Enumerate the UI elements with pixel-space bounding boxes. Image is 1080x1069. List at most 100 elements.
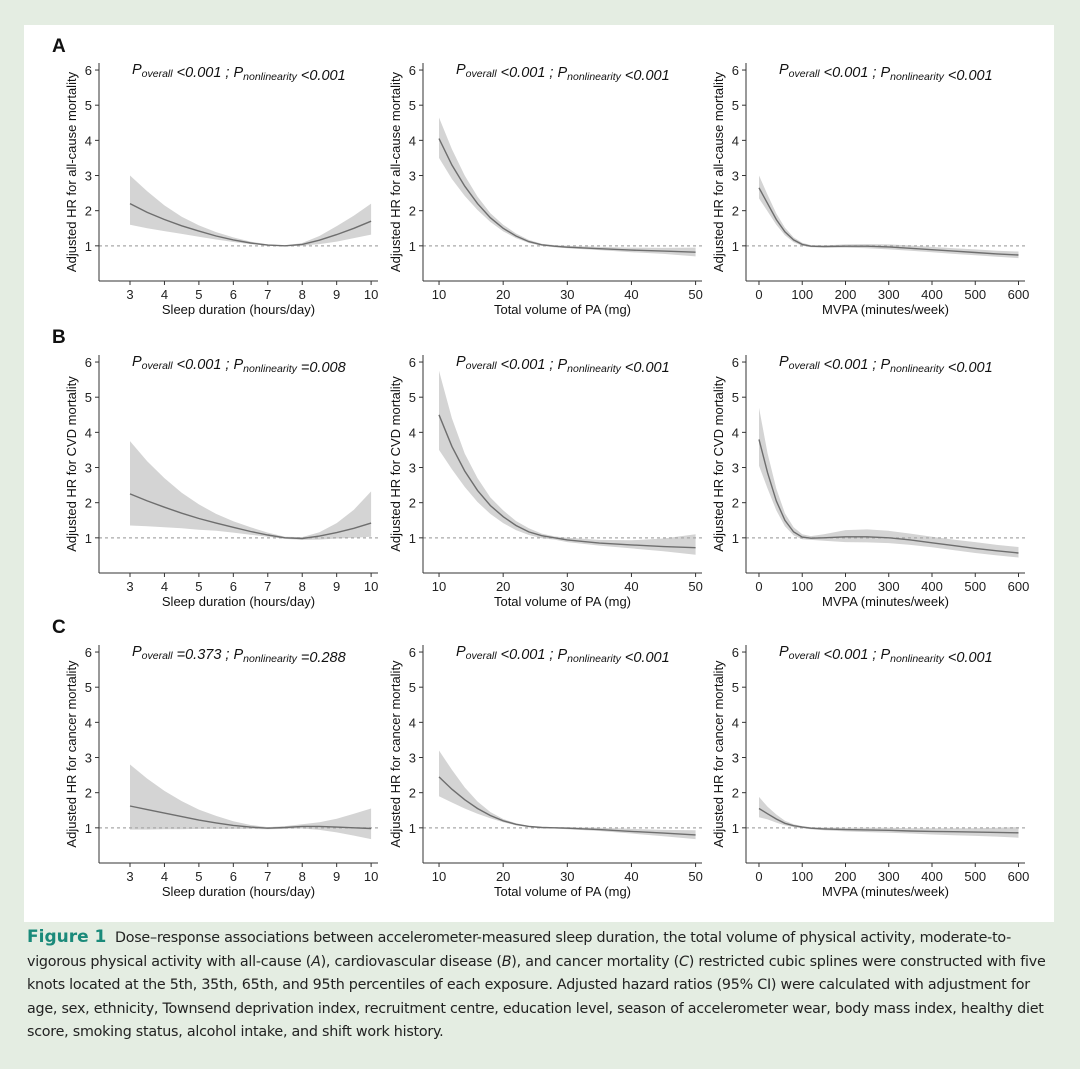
p-value-subscript: overall [466,650,498,662]
y-tick-label: 3 [409,169,416,184]
p-value-text: <0.001 ; [820,65,881,81]
p-value-subscript: nonlinearity [243,363,297,375]
y-tick-label: 4 [85,133,92,148]
p-value-text: <0.001 ; [820,357,881,373]
y-tick-label: 2 [85,786,92,801]
p-value-text: P [779,62,789,78]
confidence-band [439,117,696,257]
chart-panel-b-2: 1 2 3 4 5 6 10 20 30 40 50 Total volume of PA (mg) A… [388,354,703,609]
y-tick-label: 5 [409,680,416,695]
y-axis-title: Adjusted HR for cancer mortality [64,660,79,848]
y-tick-label: 1 [409,821,416,836]
y-tick-label: 3 [732,751,739,766]
chart-panel-c-2: 1 2 3 4 5 6 10 20 30 40 50 Total volume of PA (mg) A… [388,644,703,899]
x-tick-label: 7 [264,869,271,884]
y-tick-label: 1 [85,821,92,836]
y-tick-label: 1 [85,239,92,254]
p-value-subscript: overall [142,68,174,80]
x-tick-label: 100 [791,287,813,302]
chart-panel-a-2: 1 2 3 4 5 6 10 20 30 40 50 Total volume of PA (mg) A… [388,62,703,317]
y-tick-label: 1 [732,531,739,546]
y-axis-title: Adjusted HR for CVD mortality [64,376,79,552]
hr-series-line [438,138,696,253]
p-value-text: P [233,647,243,663]
p-value-text: <0.001 [944,68,993,84]
y-tick-label: 2 [409,786,416,801]
hr-series-line [129,202,372,247]
caption-text-2: ), cardiovascular disease ( [320,953,502,970]
p-value-subscript: nonlinearity [243,71,297,83]
p-value-subscript: overall [466,360,498,372]
x-tick-label: 200 [835,287,857,302]
x-tick-label: 4 [161,869,168,884]
hr-series-line [758,439,1019,554]
y-tick-label: 6 [85,63,92,78]
y-tick-label: 4 [732,425,739,440]
caption-italic-c: C [678,953,689,970]
figure-caption: Figure 1 Dose–response associations betw… [27,926,1057,1045]
x-tick-label: 10 [364,287,378,302]
y-tick-label: 3 [85,751,92,766]
p-value-subscript: overall [142,360,174,372]
p-value-subscript: nonlinearity [890,71,944,83]
x-tick-label: 50 [688,287,702,302]
y-axis-title: Adjusted HR for cancer mortality [711,660,726,848]
p-value-subscript: overall [789,360,821,372]
p-value-text: <0.001 [621,68,670,84]
y-tick-label: 2 [732,786,739,801]
p-value-annotation: Poverall <0.001 ; Pnonlinearity <0.001 [456,62,670,84]
hr-series-line [129,805,372,830]
x-tick-label: 10 [432,287,446,302]
x-tick-label: 7 [264,287,271,302]
x-tick-label: 5 [195,869,202,884]
x-axis-title: MVPA (minutes/week) [822,884,949,899]
hr-series-line [758,807,1019,834]
p-value-text: P [132,62,142,78]
p-value-subscript: nonlinearity [567,71,621,83]
y-tick-label: 4 [85,715,92,730]
x-tick-label: 6 [230,579,237,594]
x-tick-label: 5 [195,579,202,594]
y-tick-label: 6 [409,645,416,660]
caption-italic-a: A [311,953,321,970]
y-tick-label: 4 [732,133,739,148]
figure-panel: 1 2 3 4 5 6 3 4 5 6 7 8 9 10 Sleep duration (hours/day… [24,25,1054,922]
p-value-text: P [557,65,567,81]
y-axis-title: Adjusted HR for cancer mortality [388,660,403,848]
y-tick-label: 6 [732,355,739,370]
p-value-text: <0.001 ; [820,647,881,663]
y-tick-label: 2 [409,496,416,511]
caption-text-3: ), and cancer mortality ( [511,953,679,970]
p-value-text: P [456,62,466,78]
x-tick-label: 7 [264,579,271,594]
y-tick-label: 6 [85,645,92,660]
y-tick-label: 3 [409,461,416,476]
p-value-subscript: overall [142,650,174,662]
y-tick-label: 2 [732,204,739,219]
chart-panel-c-3: 1 2 3 4 5 6 0 100 200 300 400 500 600 MVPA (minutes/w… [711,644,1029,899]
y-tick-label: 6 [85,355,92,370]
y-axis-title: Adjusted HR for CVD mortality [388,376,403,552]
y-axis-title: Adjusted HR for all-cause mortality [388,71,403,272]
x-axis-title: Total volume of PA (mg) [494,594,631,609]
x-tick-label: 30 [560,287,574,302]
x-axis-title: Total volume of PA (mg) [494,302,631,317]
x-tick-label: 3 [126,869,133,884]
x-tick-label: 50 [688,869,702,884]
y-tick-label: 6 [732,645,739,660]
y-tick-label: 5 [732,390,739,405]
p-value-text: P [880,357,890,373]
x-tick-label: 0 [755,579,762,594]
x-tick-label: 30 [560,869,574,884]
p-value-text: <0.001 [944,650,993,666]
chart-panel-c-1: 1 2 3 4 5 6 3 4 5 6 7 8 9 10 Sleep duration (hours/day… [64,644,378,899]
x-tick-label: 9 [333,579,340,594]
p-value-text: <0.001 ; [173,357,234,373]
p-value-annotation: Poverall <0.001 ; Pnonlinearity <0.001 [779,354,993,376]
x-axis-title: Total volume of PA (mg) [494,884,631,899]
p-value-annotation: Poverall <0.001 ; Pnonlinearity <0.001 [456,354,670,376]
p-value-text: P [233,65,243,81]
p-value-text: P [557,357,567,373]
y-tick-label: 5 [85,390,92,405]
x-tick-label: 4 [161,579,168,594]
